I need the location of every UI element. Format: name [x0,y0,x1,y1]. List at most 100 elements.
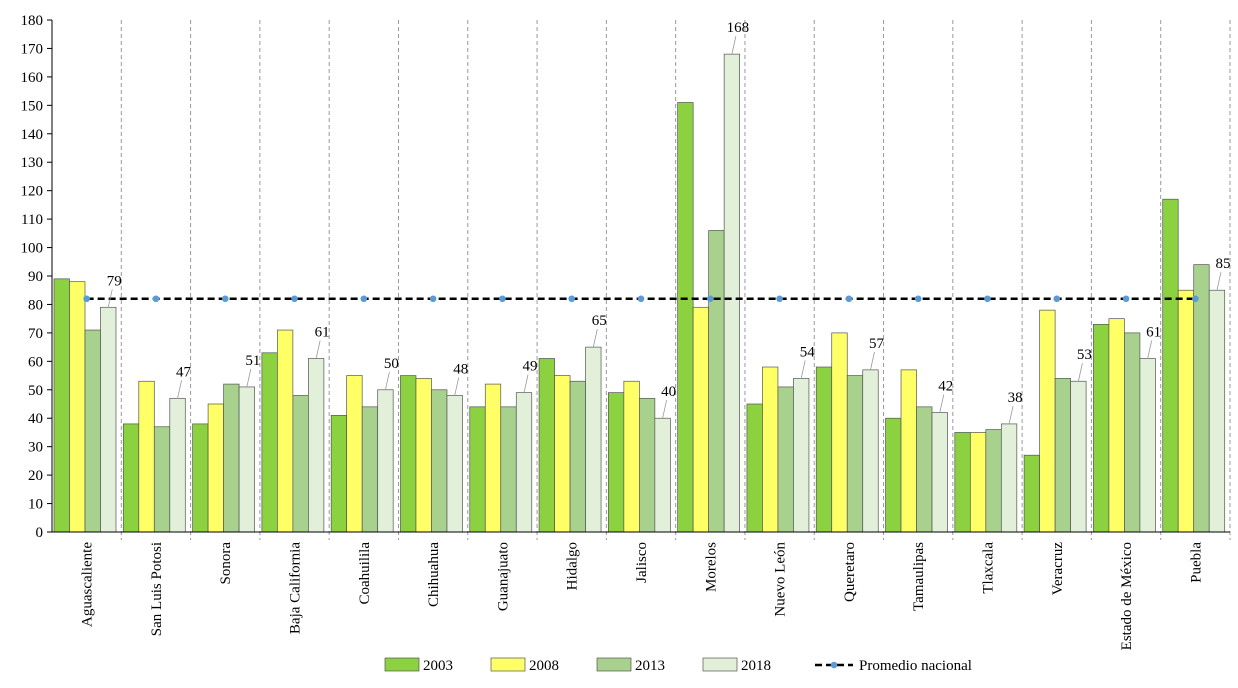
bar-2003-0 [53,278,70,533]
y-tick-label: 80 [28,297,43,313]
data-label: 40 [661,384,676,400]
bar-2018-11 [862,369,879,533]
bar-2013-0 [84,329,101,533]
reference-marker [706,295,714,303]
reference-marker [360,295,368,303]
y-tick-label: 40 [28,411,43,427]
y-tick-label: 10 [28,497,43,513]
bar-2008-9 [692,306,709,533]
category-label: Tamaulipas [911,542,927,611]
category-label: Puebla [1188,542,1204,583]
legend-label: 2018 [741,658,771,674]
y-tick-label: 110 [21,212,43,228]
y-tick-label: 130 [21,155,44,171]
bar-2003-16 [1162,198,1179,533]
bar-2018-0 [100,306,117,533]
bar-2018-10 [793,378,810,533]
bar-2003-11 [815,366,833,533]
data-label-leader [1077,363,1083,382]
bar-2003-6 [469,406,486,533]
bar-2013-9 [708,230,725,533]
bar-2018-8 [654,417,671,533]
category-label: Queretaro [842,542,858,602]
data-label-leader [800,360,806,379]
legend-swatch-2018 [702,657,738,672]
data-label: 42 [938,379,953,395]
reference-marker [291,295,298,303]
bar-2013-14 [1054,378,1071,533]
data-label-leader [523,374,529,393]
data-label: 61 [1146,324,1161,340]
data-label: 53 [1077,347,1092,363]
data-label: 168 [727,20,750,36]
reference-marker [221,295,229,303]
bar-2018-9 [723,53,740,533]
category-label: Hidalgo [565,542,581,590]
bar-2018-7 [585,346,602,533]
reference-marker [1053,295,1061,303]
category-label: Baja California [288,542,304,634]
bar-2008-6 [484,383,502,533]
bar-2013-12 [916,406,933,533]
legend-swatch-2008 [490,657,526,672]
data-label: 48 [453,361,468,377]
data-label: 79 [107,273,122,289]
bar-2003-9 [677,102,694,533]
bar-2003-3 [261,352,278,533]
bar-2003-5 [400,375,417,533]
reference-marker [845,295,853,303]
data-label: 38 [1008,390,1023,406]
reference-marker [637,295,645,303]
bar-2013-16 [1193,264,1210,533]
bar-2008-7 [554,375,571,533]
category-label: Nuevo León [773,542,789,617]
data-label-leader [1147,340,1153,359]
bar-2013-1 [153,426,171,533]
data-label: 61 [315,324,330,340]
bar-2003-15 [1093,324,1110,533]
category-label: Jalisco [634,542,650,583]
category-label: Morelos [703,542,719,592]
data-label: 65 [592,313,607,329]
data-label-leader [870,351,875,370]
data-label-leader [1216,272,1222,291]
bar-2003-4 [330,415,348,533]
legend-label: Promedio nacional [859,658,972,674]
bar-2003-12 [885,417,902,533]
bar-2018-16 [1208,289,1226,533]
y-tick-label: 100 [21,241,44,257]
y-tick-label: 30 [28,440,43,456]
bar-2003-7 [538,358,555,533]
bar-2018-13 [1000,423,1018,533]
legend-label: 2008 [529,658,559,674]
category-label: Veracruz [1050,542,1066,596]
bar-2013-4 [361,406,379,533]
category-label: San Luis Potosi [149,542,165,636]
bar-2018-3 [308,358,325,533]
y-tick-label: 20 [28,468,43,484]
reference-marker [83,295,90,303]
bar-2013-6 [500,406,517,533]
data-label-leader [1008,405,1014,424]
bar-2008-12 [900,369,917,533]
bar-2018-14 [1070,380,1087,533]
reference-marker [429,295,437,303]
category-label: Aguascaliente [80,542,96,627]
reference-marker [1192,295,1199,303]
bar-2018-5 [446,395,463,533]
bar-2013-2 [223,383,240,533]
y-tick-label: 170 [21,41,44,57]
bar-2008-1 [138,380,155,533]
y-tick-label: 150 [21,98,44,114]
bar-2008-15 [1108,318,1125,533]
reference-marker [568,295,576,303]
legend-swatch-2013 [596,657,632,672]
bar-2008-0 [69,281,86,533]
bar-2018-2 [238,386,255,533]
bar-2008-16 [1177,289,1195,533]
y-tick-label: 120 [21,184,44,200]
legend-label: 2013 [635,658,665,674]
data-label-leader [939,394,945,413]
data-label: 85 [1215,256,1230,272]
